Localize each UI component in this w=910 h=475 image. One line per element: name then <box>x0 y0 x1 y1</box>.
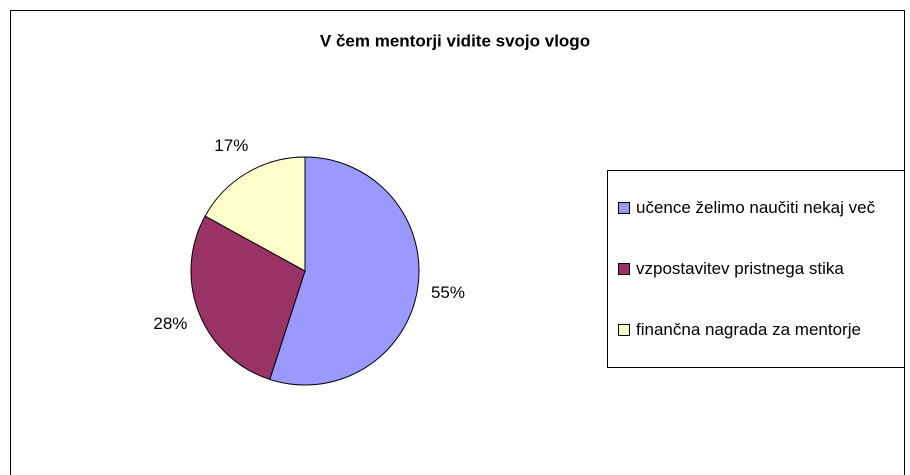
data-label: 28% <box>153 314 187 333</box>
data-label: 17% <box>214 136 248 155</box>
legend: učence želimo naučiti nekaj več vzpostavi… <box>607 170 905 368</box>
legend-item: vzpostavitev pristnega stika <box>618 257 896 281</box>
legend-label: vzpostavitev pristnega stika <box>636 258 844 278</box>
legend-item: finančna nagrada za mentorje <box>618 318 896 342</box>
data-label: 55% <box>431 283 465 302</box>
legend-swatch <box>618 201 630 214</box>
pie-slice <box>269 156 420 386</box>
legend-swatch <box>618 262 630 275</box>
pie-slice <box>204 156 306 272</box>
legend-swatch <box>618 324 630 337</box>
chart-title: V čem mentorji vidite svojo vlogo <box>320 31 590 50</box>
legend-label: finančna nagrada za mentorje <box>636 320 861 340</box>
pie-slice <box>190 215 306 381</box>
legend-label: učence želimo naučiti nekaj več <box>636 197 876 217</box>
legend-item: učence želimo naučiti nekaj več <box>618 196 896 220</box>
